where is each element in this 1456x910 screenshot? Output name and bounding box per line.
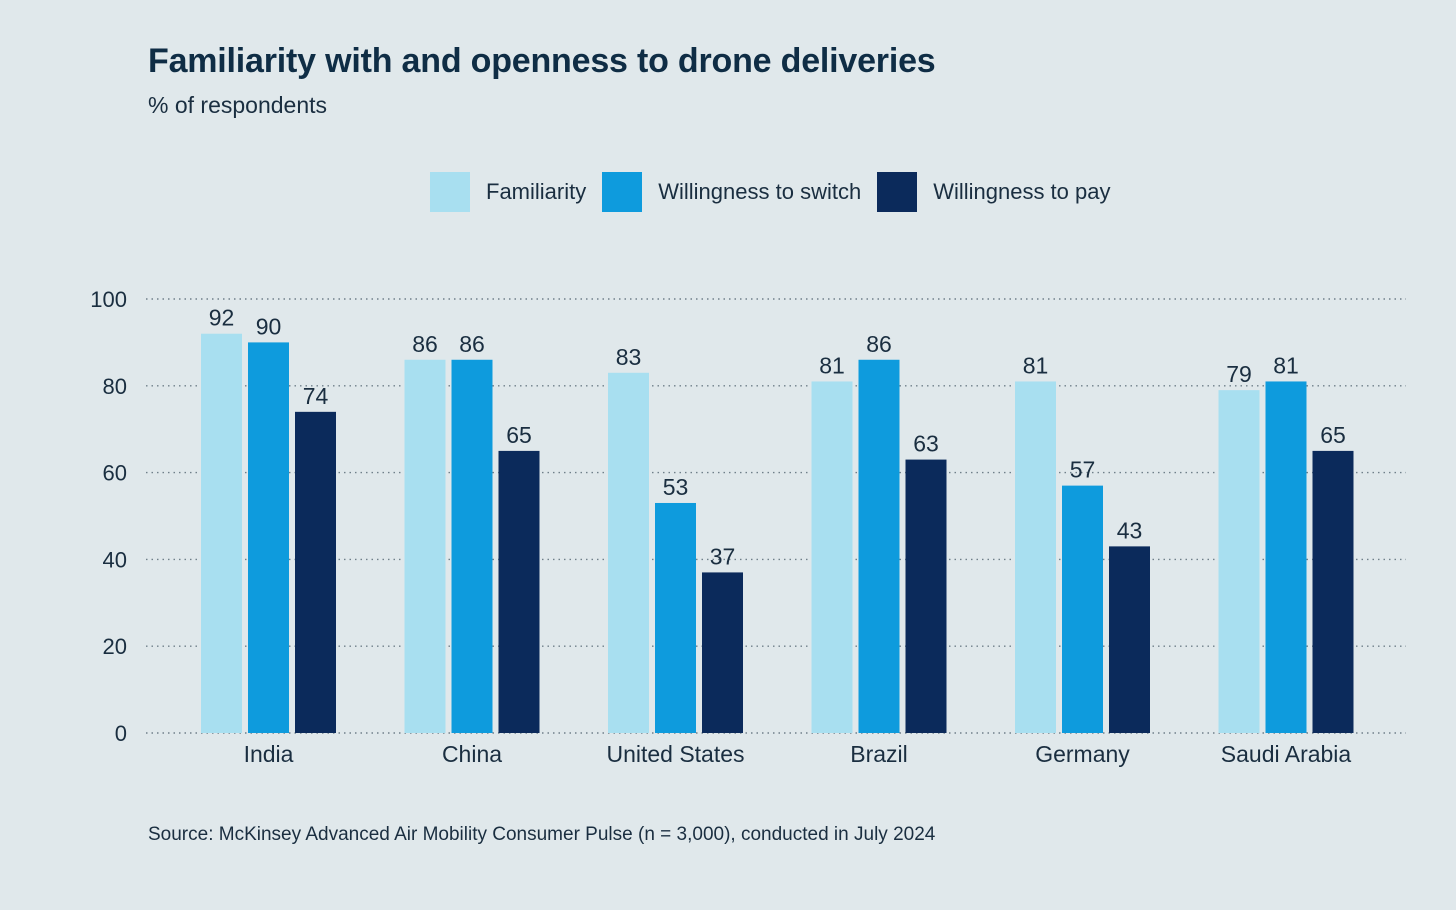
data-label-germany-familiarity: 81 [1023, 352, 1049, 378]
x-tick-label-united-states: United States [606, 741, 744, 767]
bar-china-familiarity [404, 359, 446, 733]
bar-united-states-willingness-to-switch [655, 502, 696, 733]
bar-germany-willingness-to-pay [1109, 546, 1150, 733]
x-tick-label-china: China [442, 741, 502, 767]
x-tick-label-india: India [244, 741, 294, 767]
bar-united-states-willingness-to-pay [702, 572, 743, 733]
legend-label-willingness-to-pay: Willingness to pay [933, 179, 1111, 204]
bar-saudi-arabia-willingness-to-pay [1312, 450, 1354, 733]
bar-china-willingness-to-pay [498, 450, 540, 733]
legend-item-familiarity: Familiarity [430, 172, 586, 212]
data-label-brazil-willingness-to-pay: 63 [913, 431, 939, 457]
bar-china-willingness-to-switch [451, 359, 493, 733]
data-label-china-willingness-to-pay: 65 [506, 422, 532, 448]
chart-subtitle: % of respondents [148, 92, 328, 118]
bar-chart: 0 20 40 60 80 100 92 90 74 India 86 86 65 China 83 53 37… [90, 287, 1406, 767]
bar-saudi-arabia-familiarity [1218, 390, 1260, 733]
legend-item-willingness-to-pay: Willingness to pay [877, 172, 1111, 212]
data-label-germany-willingness-to-switch: 57 [1070, 457, 1096, 483]
data-label-india-willingness-to-pay: 74 [303, 383, 329, 409]
y-tick-label-60: 60 [103, 461, 127, 486]
bar-brazil-willingness-to-pay [905, 459, 947, 733]
bar-india-willingness-to-switch [248, 342, 289, 733]
bar-united-states-familiarity [608, 372, 649, 733]
x-tick-label-brazil: Brazil [850, 741, 908, 767]
data-label-saudi-arabia-willingness-to-switch: 81 [1273, 352, 1299, 378]
data-label-united-states-familiarity: 83 [616, 344, 642, 370]
y-tick-label-80: 80 [103, 374, 127, 399]
bar-saudi-arabia-willingness-to-switch [1265, 381, 1307, 733]
data-label-brazil-familiarity: 81 [819, 352, 845, 378]
data-label-germany-willingness-to-pay: 43 [1117, 517, 1143, 543]
data-label-china-willingness-to-switch: 86 [459, 331, 485, 357]
x-tick-label-germany: Germany [1035, 741, 1130, 767]
data-label-india-familiarity: 92 [209, 305, 235, 331]
chart-title: Familiarity with and openness to drone d… [148, 42, 936, 80]
data-label-saudi-arabia-willingness-to-pay: 65 [1320, 422, 1346, 448]
data-label-china-familiarity: 86 [412, 331, 438, 357]
x-tick-label-saudi-arabia: Saudi Arabia [1221, 741, 1352, 767]
bar-germany-familiarity [1015, 381, 1056, 733]
bar-brazil-familiarity [811, 381, 853, 733]
y-tick-label-40: 40 [103, 547, 127, 572]
data-label-united-states-willingness-to-pay: 37 [710, 543, 736, 569]
bar-india-willingness-to-pay [295, 411, 336, 733]
y-tick-label-20: 20 [103, 634, 127, 659]
chart-legend: Familiarity Willingness to switch Willin… [430, 172, 1127, 212]
bar-brazil-willingness-to-switch [858, 359, 900, 733]
legend-swatch-willingness-to-pay [877, 172, 918, 212]
bar-germany-willingness-to-switch [1062, 485, 1103, 733]
y-tick-label-100: 100 [90, 287, 127, 312]
data-label-saudi-arabia-familiarity: 79 [1226, 361, 1252, 387]
data-label-brazil-willingness-to-switch: 86 [866, 331, 892, 357]
bar-india-familiarity [201, 333, 242, 733]
legend-label-familiarity: Familiarity [486, 179, 587, 204]
legend-item-willingness-to-switch: Willingness to switch [602, 172, 861, 212]
data-label-india-willingness-to-switch: 90 [256, 313, 282, 339]
legend-swatch-willingness-to-switch [602, 172, 643, 212]
data-label-united-states-willingness-to-switch: 53 [663, 474, 689, 500]
legend-label-willingness-to-switch: Willingness to switch [658, 179, 862, 204]
chart-source: Source: McKinsey Advanced Air Mobility C… [148, 824, 936, 845]
y-tick-label-0: 0 [115, 721, 127, 746]
legend-swatch-familiarity [430, 172, 470, 212]
